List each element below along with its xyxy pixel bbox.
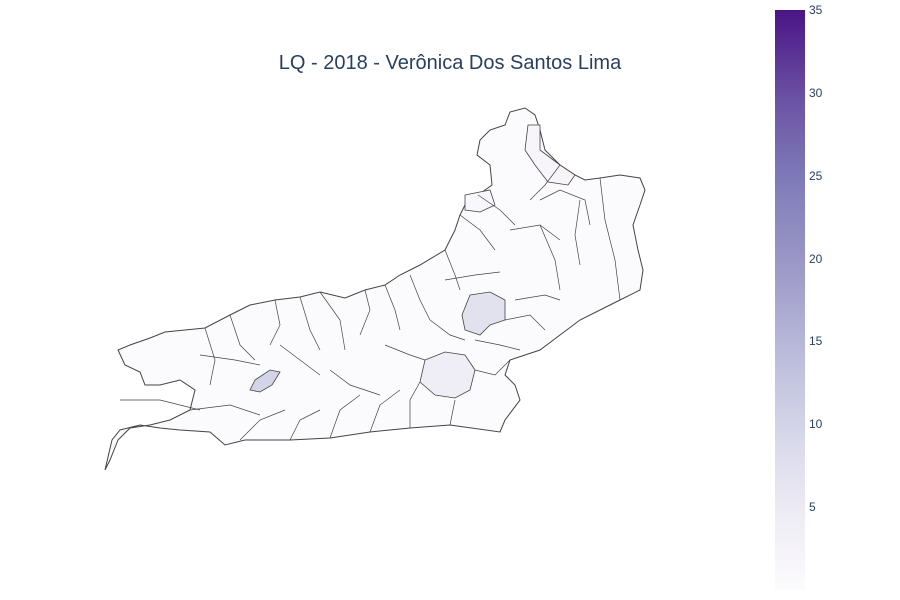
municipal-border (514, 294, 561, 301)
municipal-border (329, 394, 361, 439)
municipal-border (539, 189, 591, 226)
municipal-border (504, 314, 546, 331)
colorbar-tick-label: 10 (809, 417, 823, 432)
municipal-border (289, 409, 321, 441)
municipal-border (189, 404, 261, 416)
municipal-border (199, 354, 261, 366)
municipality-northeast-strip (524, 124, 576, 186)
municipal-border (574, 199, 581, 266)
colorbar-gradient (775, 10, 805, 590)
municipal-border (239, 409, 286, 441)
municipality-southwest-small (249, 369, 281, 393)
municipal-border (444, 249, 461, 291)
municipal-border (409, 274, 431, 321)
municipal-border (474, 359, 511, 376)
municipality-north-small (464, 189, 496, 213)
municipal-border (449, 399, 456, 426)
municipal-borders (120, 164, 621, 441)
municipal-border (539, 224, 561, 291)
municipal-border (409, 381, 421, 428)
municipal-border (120, 399, 201, 411)
municipal-border (429, 319, 466, 341)
state-shape (104, 107, 646, 471)
municipality-layer (249, 124, 576, 399)
map-title: LQ - 2018 - Verônica Dos Santos Lima (278, 52, 622, 74)
municipality-central-east (461, 291, 506, 336)
colorbar: 35 30 25 20 15 10 5 (775, 3, 822, 590)
municipal-border (279, 344, 321, 376)
municipal-border (384, 284, 401, 331)
colorbar-tick-label: 15 (809, 334, 823, 349)
municipal-border (204, 327, 216, 386)
colorbar-tick-label: 30 (809, 85, 823, 100)
municipal-border (459, 214, 496, 251)
municipality-central-large (419, 351, 476, 399)
municipal-border (329, 369, 381, 396)
municipal-border (299, 296, 321, 351)
municipal-border (319, 291, 346, 351)
state-outline (104, 107, 646, 471)
municipal-border (599, 177, 621, 301)
colorbar-tick-label: 25 (809, 168, 823, 183)
municipal-border (444, 271, 501, 281)
municipal-border (477, 194, 516, 226)
colorbar-tick-label: 5 (809, 500, 816, 515)
municipal-border (359, 289, 371, 336)
municipal-border (369, 389, 401, 433)
municipal-border (269, 299, 281, 346)
municipal-border (474, 339, 521, 351)
municipal-border (384, 344, 426, 361)
municipal-border (229, 314, 256, 361)
colorbar-tick-label: 20 (809, 251, 823, 266)
municipal-border (529, 164, 561, 201)
colorbar-tick-label: 35 (809, 3, 823, 17)
